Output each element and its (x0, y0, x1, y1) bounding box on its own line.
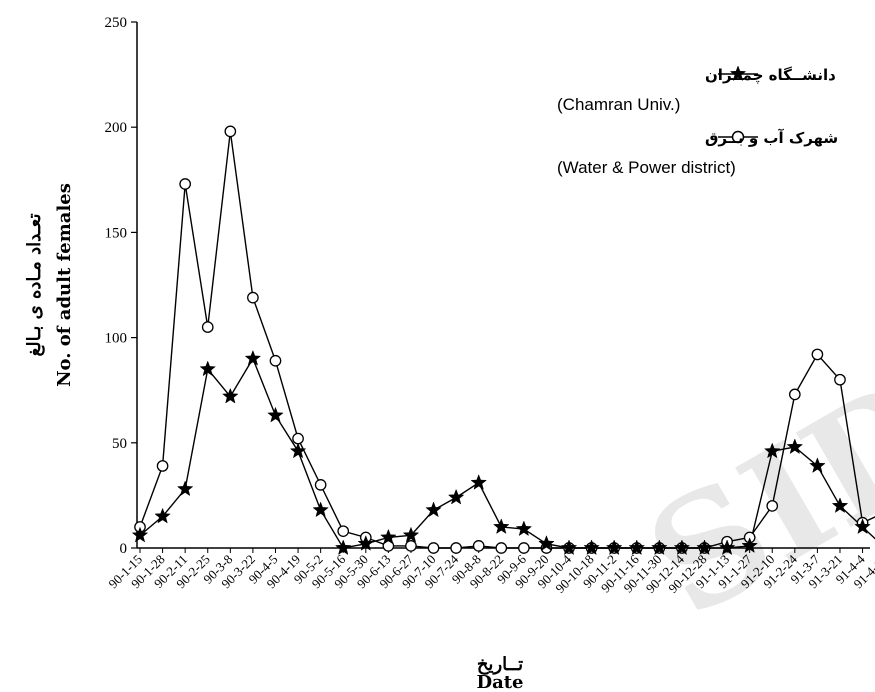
data-point-star (583, 539, 600, 556)
data-point-circle (224, 125, 237, 138)
data-point-circle (405, 540, 417, 552)
y-tick-label: 250 (105, 15, 128, 31)
data-point-star (267, 406, 284, 423)
data-point-star (131, 526, 149, 543)
data-point-circle (314, 479, 327, 491)
watermark: SID (620, 344, 875, 651)
data-point-star (673, 539, 691, 556)
data-point-circle (179, 178, 192, 190)
y-tick-label: 0 (120, 541, 128, 557)
y-ticks: 0 50 100 150 200 250 (105, 15, 137, 557)
data-point-circle (766, 500, 779, 512)
data-point-star (402, 526, 420, 543)
data-point-star (651, 539, 668, 556)
y-tick-label: 150 (105, 225, 128, 241)
data-point-star (447, 488, 465, 505)
legend-label-water-power-fa: شهرک آب و بــرق (705, 129, 838, 147)
data-point-circle (247, 291, 259, 304)
data-point-circle (495, 542, 508, 554)
data-point-circle (201, 321, 214, 333)
data-point-star (199, 360, 217, 377)
data-point-star (628, 539, 646, 556)
legend-star-icon (729, 65, 747, 82)
x-axis-title: Date (476, 672, 523, 692)
data-point-circle (472, 540, 485, 552)
data-point-star (538, 535, 555, 551)
series-line-2 (139, 131, 875, 549)
data-point-star (854, 518, 871, 534)
data-point-star (560, 539, 578, 556)
series-markers (131, 125, 871, 556)
legend-entry-water-power: شهرک آب و بــرق (Water & Power district) (557, 129, 838, 177)
data-point-star (831, 497, 849, 513)
data-point-star (718, 539, 736, 556)
data-point-circle (518, 542, 530, 554)
y-tick-label: 50 (112, 436, 127, 452)
y-axis-title: No. of adult females (54, 183, 75, 387)
data-point-star (786, 438, 804, 455)
y-axis-title-fa: تعـداد مـاده ی بـالغ (24, 214, 45, 357)
data-point-star (334, 539, 352, 556)
data-point-star (312, 501, 329, 518)
legend: دانشــگاه چمــران (Chamran Univ.) شهرک آ… (557, 65, 838, 177)
data-point-circle (269, 354, 282, 367)
y-tick-label: 100 (105, 331, 128, 347)
data-point-star (741, 537, 758, 553)
data-point-star (380, 528, 397, 545)
data-point-circle (788, 388, 801, 401)
legend-entry-chamran: دانشــگاه چمــران (Chamran Univ.) (557, 65, 836, 114)
y-tick-label: 200 (105, 120, 128, 136)
legend-label-chamran-fa: دانشــگاه چمــران (705, 66, 836, 85)
data-point-circle (156, 460, 169, 472)
data-point-star (289, 442, 307, 459)
data-point-star (222, 387, 239, 404)
series-line-1 (139, 357, 875, 549)
data-point-circle (427, 542, 440, 554)
series-lines (139, 131, 875, 549)
data-point-star (357, 535, 375, 551)
legend-label-water-power: (Water & Power district) (557, 158, 736, 177)
x-axis-title-fa: تــاریخ (477, 654, 523, 675)
data-point-circle (834, 373, 846, 386)
legend-circle-icon (731, 130, 745, 144)
data-point-circle (811, 348, 824, 361)
data-point-star (515, 520, 533, 537)
data-point-star (763, 442, 781, 459)
data-point-star (493, 518, 510, 534)
data-point-star (244, 349, 262, 366)
data-point-star (425, 501, 442, 518)
data-point-circle (292, 432, 304, 445)
data-point-star (696, 539, 713, 556)
data-point-star (176, 480, 194, 497)
legend-label-chamran: (Chamran Univ.) (557, 95, 680, 114)
data-point-star (470, 474, 487, 490)
data-point-star (809, 457, 826, 473)
data-point-star (154, 507, 171, 524)
data-point-star (605, 539, 623, 556)
data-point-circle (337, 525, 350, 538)
data-point-circle (450, 542, 462, 554)
